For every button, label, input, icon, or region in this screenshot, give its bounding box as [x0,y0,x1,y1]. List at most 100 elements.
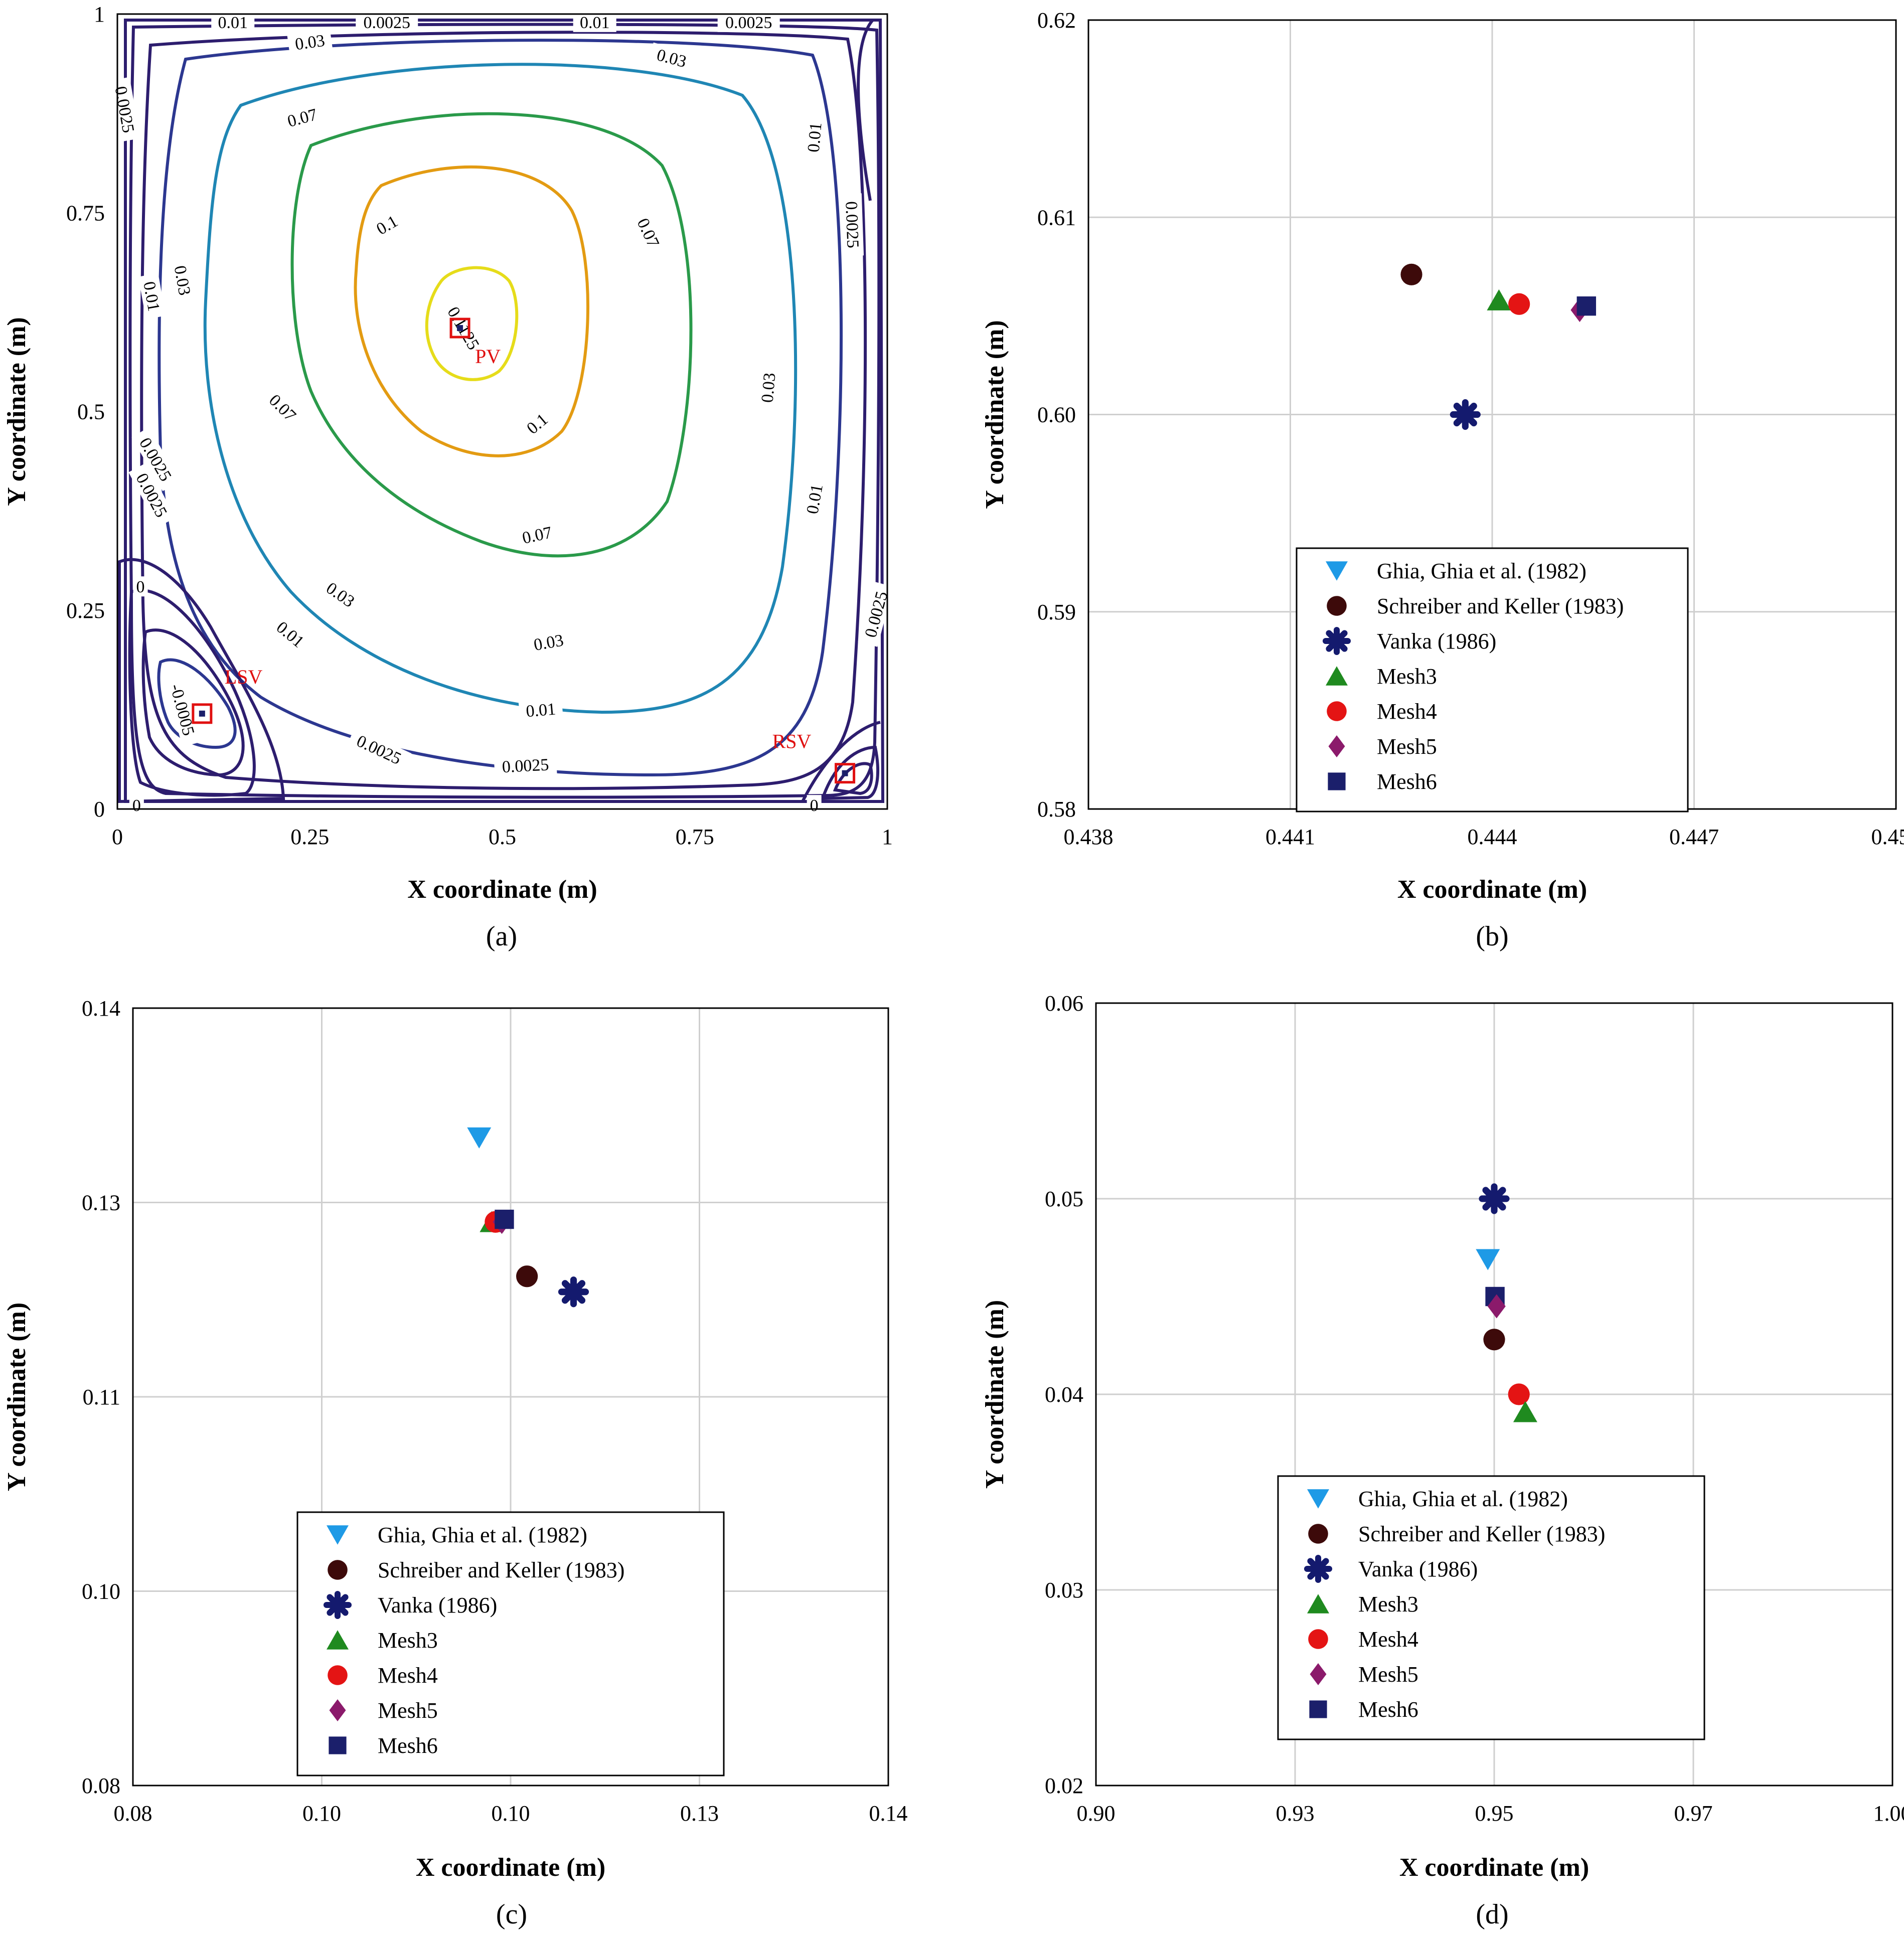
legend-marker-mesh4 [1308,1629,1328,1649]
contour-corner-tr [857,19,874,201]
vortex-center-dot [457,325,463,332]
contour-lsv-1 [128,588,256,797]
legend-c: Ghia, Ghia et al. (1982) Schreiber and Ke… [296,1511,725,1776]
x-tick-label: 0.95 [1475,1801,1514,1826]
contour-label-text: 0.0025 [502,755,549,776]
y-tick-label: 0.58 [1037,797,1076,822]
y-tick-label: 1 [94,2,105,27]
data-point-mesh6 [1576,296,1597,316]
legend-marker-mesh3 [1326,666,1348,686]
contour-lsv-3 [157,658,237,749]
panel-caption: (b) [1476,921,1508,952]
contour-label-text: 0 [136,578,145,596]
panel-d-right-secondary-vortex: Ghia, Ghia et al. (1982) Schreiber and Ke… [1095,1002,1893,1787]
legend-marker-mesh6 [1309,1700,1327,1718]
y-axis-label: Y coordinate (m) [981,1300,1009,1489]
legend-label-ghia: Ghia, Ghia et al. (1982) [1358,1487,1568,1511]
panel-caption: (c) [496,1899,527,1930]
y-axis-label: Y coordinate (m) [981,320,1009,509]
legend-marker-mesh5 [1328,735,1345,757]
legend-b: Ghia, Ghia et al. (1982) Schreiber and Ke… [1296,547,1689,813]
y-axis-label: Y coordinate (m) [3,1303,31,1491]
vortex-label: RSV [772,730,812,753]
legend-marker-ghia [327,1525,349,1545]
x-axis-label: X coordinate (m) [416,1853,605,1882]
vortex-pv: PV [449,317,501,368]
legend-label-mesh3: Mesh3 [378,1628,438,1653]
legend-label-mesh6: Mesh6 [1358,1697,1418,1722]
legend-marker-mesh3 [1307,1594,1329,1613]
contour-label: 0 [129,795,144,816]
panel-c-left-secondary-vortex: Ghia, Ghia et al. (1982) Schreiber and Ke… [132,1007,889,1787]
y-tick-label: 0.13 [82,1191,120,1215]
contour-label: 0.07 [514,520,560,549]
y-tick-label: 0.08 [82,1773,120,1798]
panel-caption: (d) [1476,1899,1508,1930]
x-tick-label: 0.10 [492,1801,530,1826]
panel-b-primary-vortex: Ghia, Ghia et al. (1982) Schreiber and Ke… [1087,19,1897,813]
contour-label-text: 0.01 [580,14,610,32]
contour-label-text: 0 [132,796,141,815]
contour-label: 0.01 [802,115,826,160]
legend-marker-vanka [1304,1554,1333,1583]
contour-label: 0 [807,795,822,816]
x-tick-label: 0.25 [290,825,329,849]
y-tick-label: 0.02 [1045,1773,1083,1798]
legend-marker-schreiber [328,1560,348,1580]
vortex-lsv: LSV [192,666,263,724]
x-tick-label: 1 [882,825,893,849]
legend-marker-mesh5 [329,1699,346,1721]
plot-frame-c [132,1007,889,1787]
contour-label-text: 0.01 [218,14,248,32]
y-tick-label: 0.59 [1037,600,1076,624]
x-tick-label: 0.13 [680,1801,719,1826]
contour-0.1125 [425,266,519,381]
vortex-center-dot [842,770,848,776]
data-point-mesh6 [495,1209,514,1229]
vortex-center-box [835,763,856,784]
legend-box [1277,1475,1705,1740]
y-tick-label: 0.61 [1037,205,1076,230]
contour-label: 0.01 [573,12,616,32]
contour-0.0025-outer [128,23,881,799]
contour-label-text: 0.01 [525,700,556,721]
legend-label-mesh5: Mesh5 [378,1698,438,1723]
y-axis-label: Y coordinate (m) [3,317,31,506]
x-tick-label: 0 [112,825,123,849]
legend-label-mesh6: Mesh6 [378,1733,438,1758]
legend-label-ghia: Ghia, Ghia et al. (1982) [378,1523,587,1547]
contour-label: 0 [133,576,148,597]
vortex-label: LSV [225,666,263,688]
x-tick-label: 0.14 [869,1801,908,1826]
x-tick-label: 0.450 [1871,825,1904,849]
contour-0.1 [354,165,589,457]
legend-label-mesh5: Mesh5 [1358,1662,1418,1687]
contour-label: 0.03 [287,29,333,55]
x-axis-label: X coordinate (m) [1399,1853,1589,1882]
legend-marker-mesh6 [329,1736,347,1754]
legend-marker-mesh5 [1310,1663,1327,1685]
vortex-center-box [449,317,470,339]
contour-label: 0.01 [801,476,828,522]
y-tick-label: 0.06 [1045,991,1083,1016]
vortex-label: PV [475,345,501,368]
contour-label: 0.0025 [494,753,557,777]
legend-marker-vanka [1322,626,1351,656]
vortex-rsv: RSV [772,730,856,784]
legend-label-mesh3: Mesh3 [1377,664,1437,689]
contour-0.03 [203,63,798,714]
contour-0 [124,19,885,803]
panel-caption: (a) [486,921,517,952]
x-tick-label: 0.438 [1064,825,1114,849]
x-tick-label: 0.93 [1276,1801,1315,1826]
legend-marker-schreiber [1308,1524,1328,1544]
x-tick-label: 0.75 [676,825,714,849]
data-point-vanka [1479,1183,1510,1214]
legend-label-schreiber: Schreiber and Keller (1983) [1377,594,1624,618]
legend-box [1296,547,1689,813]
data-point-schreiber [516,1265,538,1287]
legend-label-mesh4: Mesh4 [378,1663,438,1688]
legend-marker-mesh4 [328,1665,348,1685]
contour-label: 0.03 [756,365,780,410]
